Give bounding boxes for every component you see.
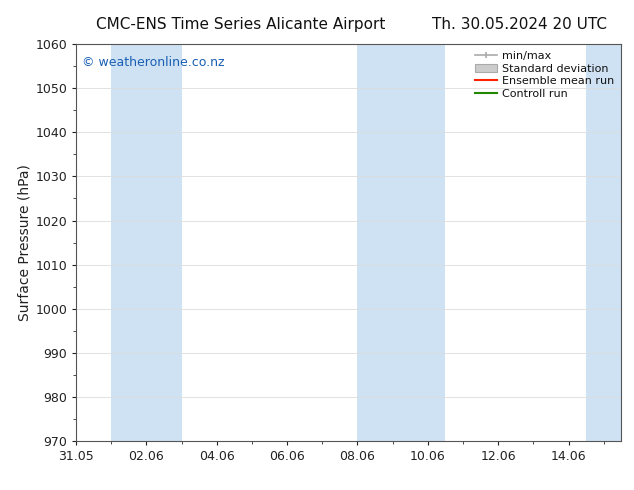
Bar: [358, 44, 446, 441]
Text: CMC-ENS Time Series Alicante Airport: CMC-ENS Time Series Alicante Airport: [96, 17, 385, 32]
Legend: min/max, Standard deviation, Ensemble mean run, Controll run: min/max, Standard deviation, Ensemble me…: [471, 48, 618, 102]
Bar: [111, 44, 181, 441]
Y-axis label: Surface Pressure (hPa): Surface Pressure (hPa): [17, 164, 31, 321]
Text: © weatheronline.co.nz: © weatheronline.co.nz: [82, 56, 224, 69]
Bar: [586, 44, 621, 441]
Text: Th. 30.05.2024 20 UTC: Th. 30.05.2024 20 UTC: [432, 17, 607, 32]
